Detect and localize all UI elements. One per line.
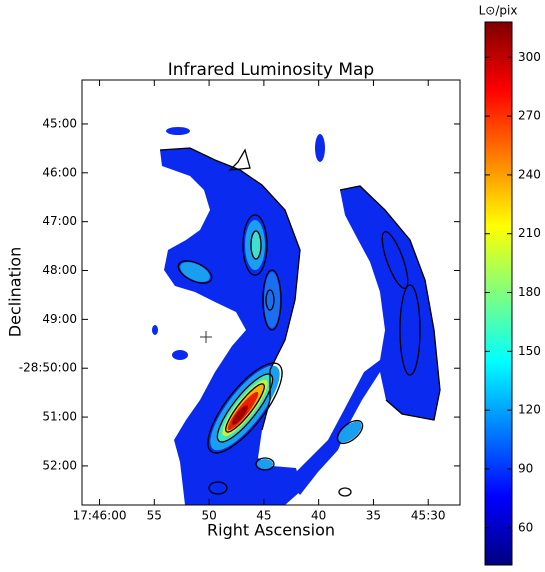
x-tick-label: 55 [147, 509, 162, 523]
colorbar-tick-label: 270 [518, 109, 541, 123]
x-tick-label: 50 [201, 509, 216, 523]
y-tick-label: 45:00 [42, 116, 77, 130]
x-axis-label: Right Ascension [207, 521, 335, 540]
x-tick-label: 35 [366, 509, 381, 523]
colorbar [484, 21, 513, 566]
colorbar-tick-label: 210 [518, 226, 541, 240]
plot-frame [81, 79, 461, 506]
colorbar-label: L⊙/pix [479, 4, 518, 18]
colorbar-tick-label: 180 [518, 285, 541, 299]
y-axis-label: Declination [6, 247, 25, 337]
colorbar-tick-label: 150 [518, 344, 541, 358]
y-tick-label: -28:50:00 [19, 361, 77, 375]
colorbar-tick-label: 90 [518, 461, 533, 475]
x-tick-label: 45:30 [411, 509, 446, 523]
y-tick-label: 47:00 [42, 214, 77, 228]
chart-title: Infrared Luminosity Map [168, 60, 374, 80]
luminosity-map [152, 127, 441, 505]
colorbar-tick-label: 60 [518, 520, 533, 534]
y-tick-label: 51:00 [42, 410, 77, 424]
y-tick-label: 46:00 [42, 165, 77, 179]
y-tick-label: 52:00 [42, 458, 77, 472]
colorbar-tick-label: 300 [518, 50, 541, 64]
x-tick-label: 40 [311, 509, 326, 523]
y-tick-label: 49:00 [42, 312, 77, 326]
x-tick-label: 17:46:00 [73, 509, 127, 523]
colorbar-tick-label: 120 [518, 403, 541, 417]
y-tick-label: 48:00 [42, 263, 77, 277]
colorbar-tick-label: 240 [518, 167, 541, 181]
x-tick-label: 45 [256, 509, 271, 523]
